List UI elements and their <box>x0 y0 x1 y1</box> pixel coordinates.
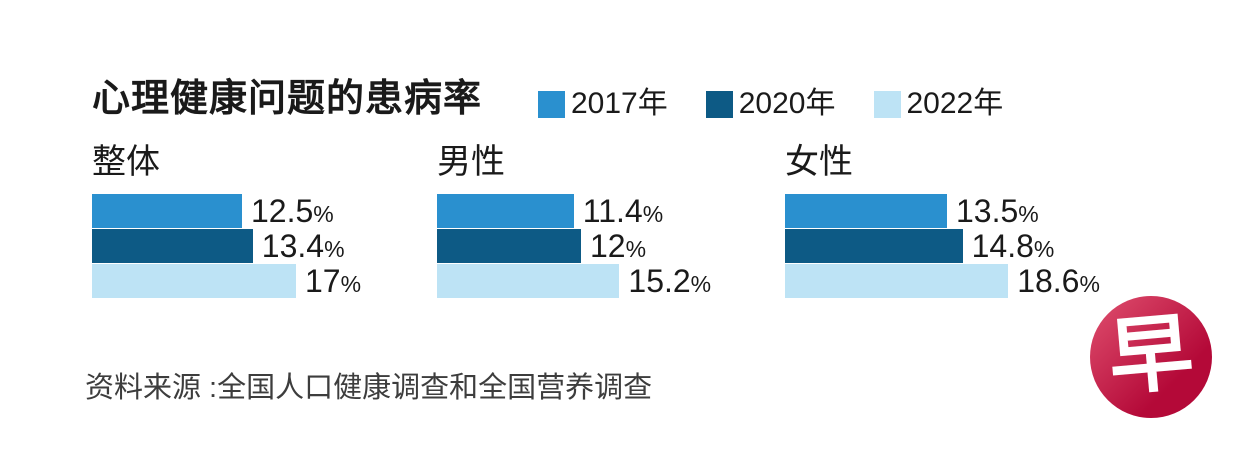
bar-value-label: 13.4% <box>262 230 345 262</box>
bar-value-label: 12% <box>590 230 646 262</box>
zaobao-logo: 早 <box>1090 296 1212 418</box>
percent-sign: % <box>690 271 712 297</box>
legend-label-2020: 2020年 <box>738 87 836 120</box>
legend-label-2017: 2017年 <box>571 87 668 120</box>
group-male: 男性 11.4% 12% 15.2% <box>437 143 711 299</box>
bar-value-number: 15.2 <box>628 263 691 299</box>
bar-value-number: 12.5 <box>251 193 314 229</box>
legend: 2017年 2020年 2022年 <box>538 89 1003 119</box>
bar-value-number: 13.4 <box>261 228 325 264</box>
bar-male-2017 <box>437 194 574 228</box>
legend-label-2022: 2022年 <box>906 87 1004 120</box>
percent-sign: % <box>642 201 664 227</box>
bar-row: 14.8% <box>785 229 1100 263</box>
group-title-male: 男性 <box>437 143 505 181</box>
bar-value-number: 14.8 <box>971 228 1034 264</box>
legend-swatch-2022-icon <box>873 90 901 118</box>
bar-row: 18.6% <box>785 264 1100 298</box>
bar-value-label: 17% <box>305 265 361 297</box>
bar-value-label: 15.2% <box>628 265 711 297</box>
legend-swatch-2017-icon <box>538 90 565 118</box>
bar-value-label: 13.5% <box>956 195 1039 227</box>
group-female: 女性 13.5% 14.8% 18.6% <box>785 143 1100 299</box>
percent-sign: % <box>1079 271 1100 297</box>
chart-title: 心理健康问题的患病率 <box>92 78 483 120</box>
bar-overall-2022 <box>92 264 296 298</box>
percent-sign: % <box>324 236 345 262</box>
bar-male-2020 <box>437 229 581 263</box>
bar-value-label: 18.6% <box>1017 265 1100 297</box>
group-title-overall: 整体 <box>92 143 160 181</box>
bar-row: 13.4% <box>92 229 361 263</box>
bar-value-label: 14.8% <box>972 230 1055 262</box>
bar-male-2022 <box>437 264 620 298</box>
bar-female-2020 <box>785 229 963 263</box>
legend-item-2017: 2017年 <box>538 89 668 119</box>
legend-swatch-2020-icon <box>705 90 733 118</box>
percent-sign: % <box>1018 201 1039 227</box>
bar-value-number: 18.6 <box>1017 263 1080 299</box>
bar-overall-2017 <box>92 194 242 228</box>
legend-item-2020: 2020年 <box>705 87 836 120</box>
bar-value-number: 13.5 <box>956 193 1019 229</box>
legend-item-2022: 2022年 <box>873 87 1004 120</box>
bar-row: 17% <box>92 264 361 298</box>
bar-row: 12.5% <box>92 194 361 228</box>
group-title-female: 女性 <box>785 143 853 181</box>
percent-sign: % <box>625 236 647 262</box>
bar-value-number: 17 <box>305 263 341 299</box>
percent-sign: % <box>340 271 362 297</box>
bar-row: 15.2% <box>437 264 711 298</box>
zaobao-zao-glyph-icon: 早 <box>1104 304 1197 406</box>
bar-overall-2020 <box>92 229 253 263</box>
bar-row: 12% <box>437 229 711 263</box>
bar-female-2017 <box>785 194 947 228</box>
bar-value-label: 11.4% <box>583 195 663 227</box>
bar-value-number: 11.4 <box>582 193 643 229</box>
percent-sign: % <box>1033 236 1055 262</box>
bar-value-number: 12 <box>590 228 626 264</box>
bar-row: 11.4% <box>437 194 711 228</box>
bar-value-label: 12.5% <box>251 195 334 227</box>
group-overall: 整体 12.5% 13.4% 17% <box>92 143 361 299</box>
source-note: 资料来源 :全国人口健康调查和全国营养调查 <box>85 372 653 404</box>
percent-sign: % <box>313 201 334 227</box>
bar-row: 13.5% <box>785 194 1100 228</box>
bar-female-2022 <box>785 264 1009 298</box>
